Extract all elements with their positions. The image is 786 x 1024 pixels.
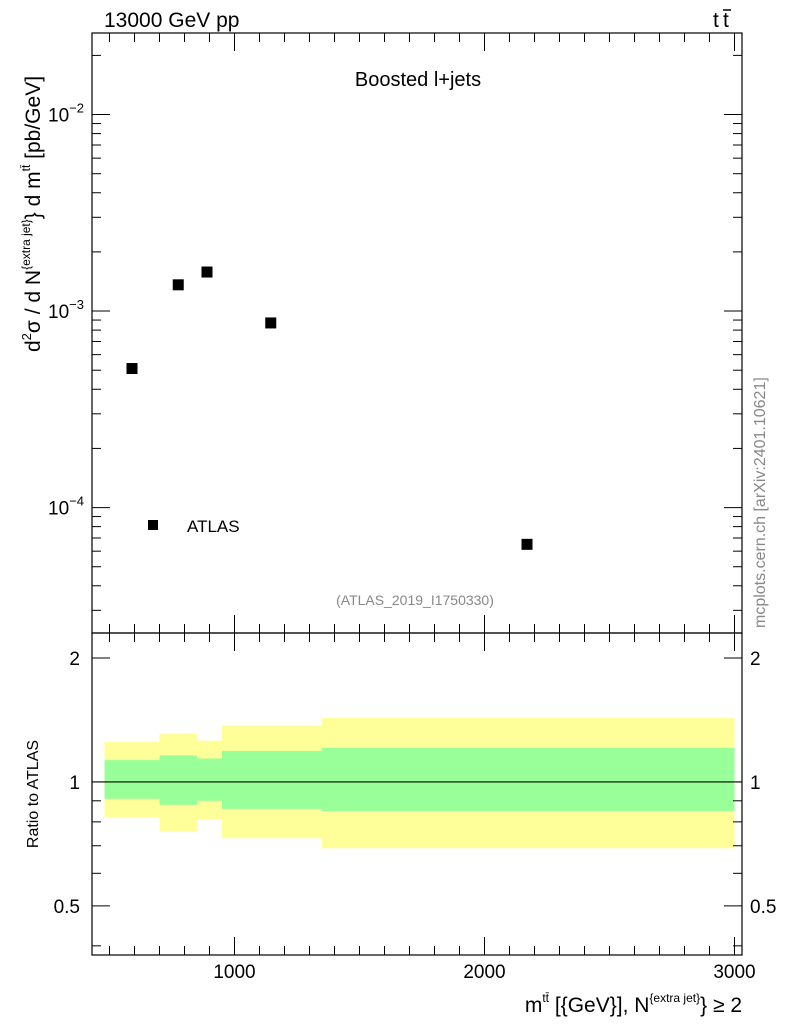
- main-y-ticks: 10−410−310−2: [48, 54, 742, 611]
- ratio-band-inner: [159, 755, 197, 805]
- ratio-y-tick-label-right: 2: [750, 649, 761, 670]
- data-point: [521, 538, 533, 550]
- ratio-y-tick-label-right: 1: [750, 773, 761, 794]
- data-points: [126, 266, 533, 550]
- ratio-frame: [91, 632, 743, 956]
- main-y-tick-label: 10−3: [48, 297, 84, 323]
- x-tick-label: 2000: [463, 962, 505, 983]
- header-right-label: t t: [713, 9, 731, 32]
- header-right-t: t: [713, 9, 719, 32]
- main-y-tick-base: 10: [48, 302, 69, 323]
- legend-label: ATLAS: [187, 517, 240, 536]
- main-frame: [91, 32, 743, 634]
- ylabel-sup-tt: tt̄: [19, 164, 33, 171]
- ratio-band-inner: [104, 760, 160, 799]
- x-axis-label: mtt̄ [{GeV}], N{extra jet}} ≥ 2: [525, 991, 742, 1017]
- ratio-y-axis-label: Ratio to ATLAS: [25, 740, 42, 848]
- ratio-y-ticks: 0.5 0.5 1 1 2 2: [54, 649, 776, 947]
- ratio-band-inner: [322, 747, 735, 812]
- main-y-tick-base: 10: [48, 106, 69, 127]
- ratio-y-tick-label-left: 0.5: [54, 897, 80, 918]
- xlabel-sup-tt: tt̄: [542, 991, 549, 1005]
- main-y-tick-exp: −4: [69, 494, 84, 509]
- data-point: [172, 279, 184, 291]
- ylabel-sup2: 2: [19, 333, 34, 340]
- ratio-y-tick-label-left: 1: [69, 773, 80, 794]
- x-tick-label: 1000: [213, 962, 255, 983]
- xlabel-sup-extra: {extra jet}: [649, 991, 700, 1005]
- main-y-tick-label: 10−2: [48, 101, 84, 127]
- ratio-bands: [104, 717, 735, 849]
- xlabel-end: } ≥ 2: [700, 994, 742, 1017]
- data-point: [265, 317, 277, 329]
- ylabel-sup-extra: {extra jet}: [19, 219, 33, 270]
- ratio-y-tick-label-left: 2: [69, 649, 80, 670]
- main-y-axis-label: d2σ / d N{extra jet}} d mtt̄ [pb/GeV]: [19, 76, 45, 352]
- main-x-ticks: [109, 33, 735, 633]
- x-tick-label: 3000: [713, 962, 755, 983]
- ylabel-unit: [pb/GeV]: [22, 76, 45, 165]
- header-left-label: 13000 GeV pp: [104, 9, 239, 32]
- analysis-watermark: (ATLAS_2019_I1750330): [336, 592, 494, 608]
- svg-text:d2σ / d N{extra jet}} d mtt̄ [: d2σ / d N{extra jet}} d mtt̄ [pb/GeV]: [19, 76, 45, 352]
- main-y-tick-exp: −2: [69, 101, 84, 116]
- main-y-tick-exp: −3: [69, 297, 84, 312]
- xlabel-mid: [{GeV}], N: [549, 994, 649, 1017]
- side-watermark: mcplots.cern.ch [arXiv:2401.10621]: [752, 377, 769, 628]
- ylabel-brace-dm: } d m: [22, 171, 45, 219]
- xlabel-m: m: [525, 994, 543, 1017]
- ratio-x-ticks: 1000 2000 3000: [109, 633, 756, 983]
- header-right-tbar: t: [723, 9, 729, 32]
- main-title: Boosted l+jets: [355, 69, 481, 91]
- data-point: [126, 363, 138, 375]
- ylabel-sigma: σ / d N: [22, 270, 45, 333]
- ylabel-d: d: [22, 340, 45, 352]
- legend: ATLAS: [148, 517, 240, 536]
- main-y-tick-base: 10: [48, 499, 69, 520]
- legend-marker: [148, 520, 158, 530]
- ratio-band-inner: [197, 758, 222, 801]
- data-point: [201, 266, 213, 278]
- ratio-band-inner: [222, 750, 322, 809]
- main-panel: Boosted l+jets (ATLAS_2019_I1750330) 10−…: [48, 32, 743, 634]
- main-y-tick-label: 10−4: [48, 494, 84, 520]
- ratio-panel: 0.5 0.5 1 1 2 2 1000 2000 3000: [54, 632, 776, 983]
- ratio-y-tick-label-right: 0.5: [750, 897, 776, 918]
